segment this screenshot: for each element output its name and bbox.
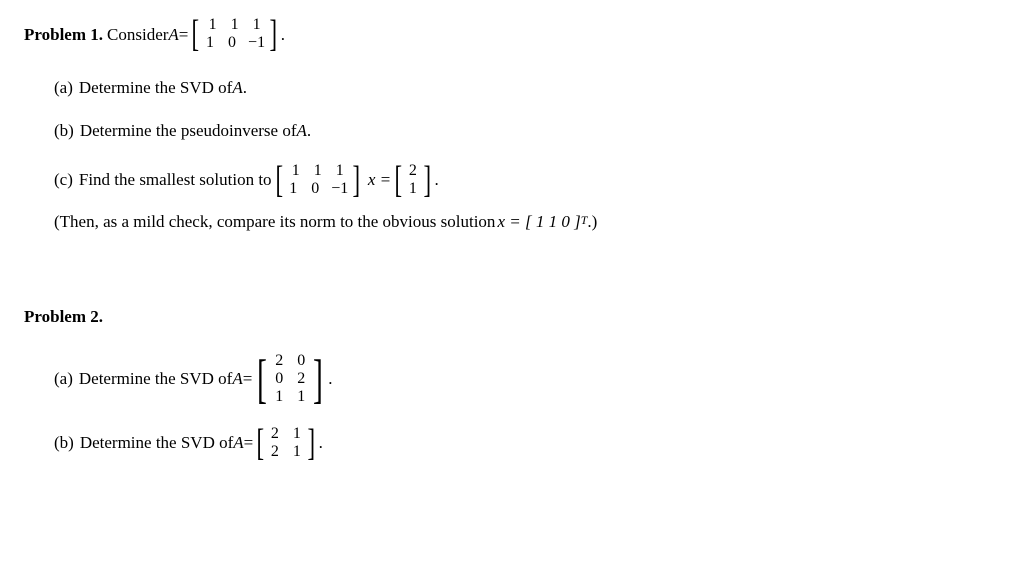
problem-1-heading: Problem 1. (24, 22, 103, 48)
period: . (319, 430, 323, 456)
check-suffix: .) (587, 209, 597, 235)
matrix-cell: 1 (229, 16, 241, 34)
part-a-text: Determine the SVD of (79, 366, 232, 392)
right-bracket-icon: ] (313, 354, 324, 404)
matrix-cell: 2 (407, 162, 419, 180)
problem-1-part-a: (a) Determine the SVD of A . (54, 75, 1000, 101)
matrix-cell: 1 (291, 425, 303, 443)
check-prefix: (Then, as a mild check, compare its norm… (54, 209, 495, 235)
matrix-cell: 0 (226, 34, 238, 52)
part-label-b: (b) (54, 430, 74, 456)
matrix-cell: 1 (204, 34, 216, 52)
problem-1-intro-prefix: Consider (107, 22, 168, 48)
period: . (281, 22, 285, 48)
part-label-b: (b) (54, 118, 74, 144)
matrix-2b: [ 2 1 2 1 ] (253, 425, 318, 462)
problem-1-check: (Then, as a mild check, compare its norm… (54, 209, 1000, 235)
part-c-text: Find the smallest solution to (79, 167, 272, 193)
problem-1-part-c: (c) Find the smallest solution to [ 1 1 … (54, 162, 1000, 199)
matrix-cell: 1 (291, 443, 303, 461)
equals-sign: = (179, 22, 189, 48)
matrix-2a: [ 2 0 0 2 1 1 ] (252, 352, 328, 407)
matrix-cell: 1 (334, 162, 346, 180)
matrix-cell: 1 (290, 162, 302, 180)
matrix-variable-A: A (168, 22, 178, 48)
right-bracket-icon: ] (269, 17, 278, 51)
problem-2-part-b: (b) Determine the SVD of A = [ 2 1 2 1 ]… (54, 425, 1000, 462)
left-bracket-icon: [ (191, 17, 200, 51)
matrix-body: 2 0 0 2 1 1 (272, 352, 308, 407)
matrix-cell: 0 (295, 352, 307, 370)
problem-1-part-b: (b) Determine the pseudoinverse of A . (54, 118, 1000, 144)
transpose-superscript: T (581, 212, 588, 230)
matrix-A-c: [ 1 1 1 1 0 −1 ] (272, 162, 364, 199)
problem-1-line: Problem 1. Consider A = [ 1 1 1 1 0 −1 ]… (24, 16, 1000, 53)
left-bracket-icon: [ (257, 354, 268, 404)
matrix-cell: 1 (287, 180, 299, 198)
matrix-cell: −1 (331, 180, 348, 198)
matrix-body: 2 1 2 1 (268, 425, 304, 462)
left-bracket-icon: [ (274, 163, 283, 197)
matrix-cell: −1 (248, 34, 265, 52)
matrix-body: 2 1 (406, 162, 420, 199)
right-bracket-icon: ] (352, 163, 361, 197)
check-vector: x = [ 1 1 0 ] (497, 209, 580, 235)
matrix-cell: 0 (273, 370, 285, 388)
matrix-cell: 2 (273, 352, 285, 370)
matrix-A: [ 1 1 1 1 0 −1 ] (188, 16, 280, 53)
var-A: A (232, 75, 242, 101)
matrix-cell: 1 (312, 162, 324, 180)
var-A: A (233, 430, 243, 456)
matrix-cell: 0 (309, 180, 321, 198)
matrix-cell: 1 (251, 16, 263, 34)
right-bracket-icon: ] (423, 163, 432, 197)
var-A: A (297, 118, 307, 144)
problem-2-part-a: (a) Determine the SVD of A = [ 2 0 0 2 1… (54, 352, 1000, 407)
part-label-a: (a) (54, 366, 73, 392)
matrix-A-body: 1 1 1 1 0 −1 (203, 16, 266, 53)
left-bracket-icon: [ (256, 426, 265, 460)
part-label-c: (c) (54, 167, 73, 193)
equals-sign: = (243, 366, 253, 392)
period: . (307, 118, 311, 144)
matrix-cell: 2 (269, 425, 281, 443)
matrix-cell: 2 (295, 370, 307, 388)
matrix-cell: 1 (273, 388, 285, 406)
matrix-cell: 1 (207, 16, 219, 34)
equals-sign: = (244, 430, 254, 456)
matrix-cell: 1 (407, 180, 419, 198)
problem-2-heading-row: Problem 2. (24, 304, 1000, 330)
problem-2-heading: Problem 2. (24, 304, 103, 330)
part-a-text: Determine the SVD of (79, 75, 232, 101)
matrix-cell: 1 (295, 388, 307, 406)
right-bracket-icon: ] (307, 426, 316, 460)
rhs-vector: [ 2 1 ] (391, 162, 434, 199)
period: . (328, 366, 332, 392)
x-equals: x = (368, 167, 391, 193)
period: . (243, 75, 247, 101)
part-b-text: Determine the SVD of (80, 430, 233, 456)
matrix-cell: 2 (269, 443, 281, 461)
var-A: A (232, 366, 242, 392)
left-bracket-icon: [ (394, 163, 403, 197)
matrix-body: 1 1 1 1 0 −1 (286, 162, 349, 199)
period: . (434, 167, 438, 193)
part-label-a: (a) (54, 75, 73, 101)
part-b-text: Determine the pseudoinverse of (80, 118, 297, 144)
